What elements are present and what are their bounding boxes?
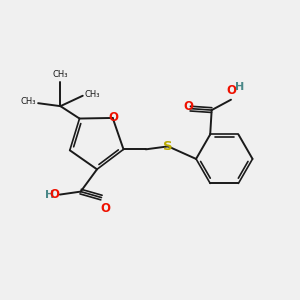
Text: CH₃: CH₃: [85, 90, 100, 99]
Text: O: O: [100, 202, 110, 215]
Text: O: O: [109, 112, 118, 124]
Text: O: O: [49, 188, 59, 201]
Text: H: H: [235, 82, 244, 92]
Text: O: O: [183, 100, 193, 113]
Text: CH₃: CH₃: [53, 70, 68, 80]
Text: CH₃: CH₃: [21, 97, 36, 106]
Text: H: H: [45, 190, 55, 200]
Text: O: O: [226, 84, 236, 97]
Text: S: S: [163, 140, 173, 153]
